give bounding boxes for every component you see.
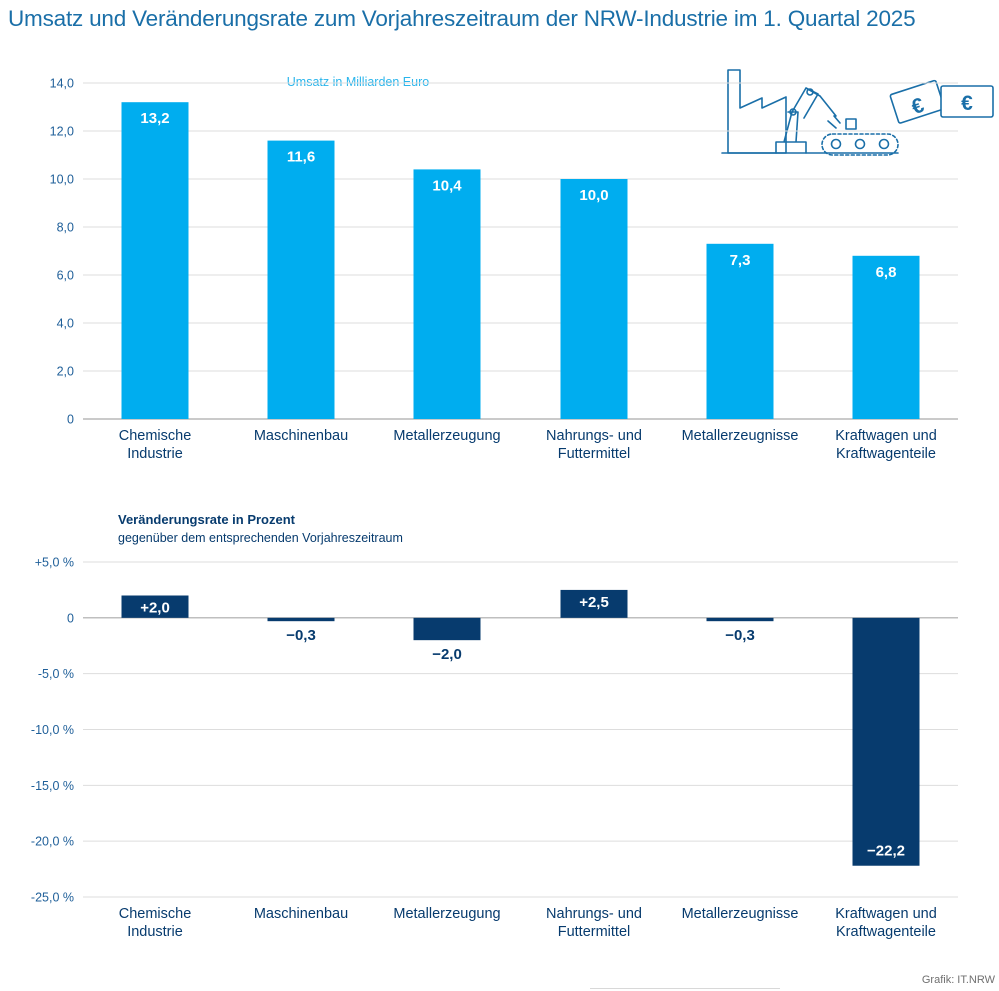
change-y-tick-label: -5,0 % [38,667,74,681]
revenue-bar [560,179,628,419]
revenue-value-label: 11,6 [287,149,315,166]
change-y-tick-label: -10,0 % [31,723,74,737]
revenue-y-tick-label: 4,0 [57,317,74,331]
banknote-icon [889,79,946,124]
revenue-caption: Umsatz in Milliarden Euro [287,75,429,89]
revenue-y-tick-label: 12,0 [50,125,74,139]
conveyor-icon [821,133,899,156]
revenue-bar [413,169,481,419]
revenue-value-label: 10,0 [579,187,608,204]
change-y-tick-label: -15,0 % [31,779,74,793]
change-bar [413,617,481,641]
change-value-label: −0,3 [725,627,755,644]
change-category-label: Industrie [127,924,183,940]
revenue-category-label: Nahrungs- und [546,428,642,444]
conveyor-wheel [878,138,890,150]
change-y-tick-label: -25,0 % [31,891,74,905]
change-value-label: −2,0 [432,646,462,663]
euro-symbol: € [961,92,973,115]
revenue-category-label: Kraftwagen und [835,428,937,444]
revenue-y-tick-label: 8,0 [57,221,74,235]
change-value-label: −22,2 [867,843,905,860]
revenue-category-label: Metallerzeugnisse [682,428,799,444]
change-subcaption: gegenüber dem entsprechenden Vorjahresze… [118,531,403,545]
revenue-category-label: Kraftwagenteile [836,446,936,462]
factory-icon [727,69,787,154]
change-category-label: Metallerzeugnisse [682,906,799,922]
change-category-label: Maschinenbau [254,906,348,922]
change-bar [267,617,335,622]
robot-joint [789,108,797,116]
revenue-y-tick-label: 10,0 [50,173,74,187]
revenue-bar [852,255,920,419]
revenue-category-label: Chemische [119,428,192,444]
change-caption: Veränderungsrate in Prozent [118,512,296,527]
conveyor-wheel [830,138,842,150]
change-bar [706,617,774,622]
revenue-bar [706,243,774,419]
revenue-value-label: 10,4 [432,177,462,194]
revenue-category-label: Industrie [127,446,183,462]
change-category-label: Metallerzeugung [393,906,500,922]
footer-divider [590,988,780,989]
conveyor-wheel [854,138,866,150]
box-icon [845,118,857,130]
revenue-category-label: Futtermittel [558,446,631,462]
revenue-value-label: 7,3 [730,252,751,269]
banknote-icon [940,85,994,118]
change-y-tick-label: +5,0 % [35,556,74,570]
robot-joint [806,88,814,96]
change-category-label: Kraftwagenteile [836,924,936,940]
revenue-y-tick-label: 14,0 [50,77,74,91]
change-y-tick-label: -20,0 % [31,835,74,849]
revenue-y-tick-label: 0 [67,413,74,427]
change-category-label: Nahrungs- und [546,906,642,922]
revenue-value-label: 13,2 [140,110,169,127]
revenue-value-label: 6,8 [876,264,897,281]
change-category-label: Chemische [119,906,192,922]
robot-arm-icon [775,87,841,154]
revenue-bar [267,140,335,419]
source-credit: Grafik: IT.NRW [921,974,995,986]
change-category-label: Futtermittel [558,924,631,940]
chart-title: Umsatz und Veränderungsrate zum Vorjahre… [8,6,916,31]
change-bar [121,595,189,618]
revenue-y-tick-label: 2,0 [57,365,74,379]
revenue-bar [121,102,189,419]
change-value-label: +2,0 [140,600,170,617]
change-bar [560,589,628,618]
factory-robot-euro-icon [721,69,994,156]
change-bar [852,617,920,866]
revenue-y-tick-label: 6,0 [57,269,74,283]
change-value-label: +2,5 [579,594,609,611]
change-y-tick-label: 0 [67,611,74,625]
revenue-category-label: Metallerzeugung [393,428,500,444]
change-value-label: −0,3 [286,627,316,644]
revenue-category-label: Maschinenbau [254,428,348,444]
change-category-label: Kraftwagen und [835,906,937,922]
